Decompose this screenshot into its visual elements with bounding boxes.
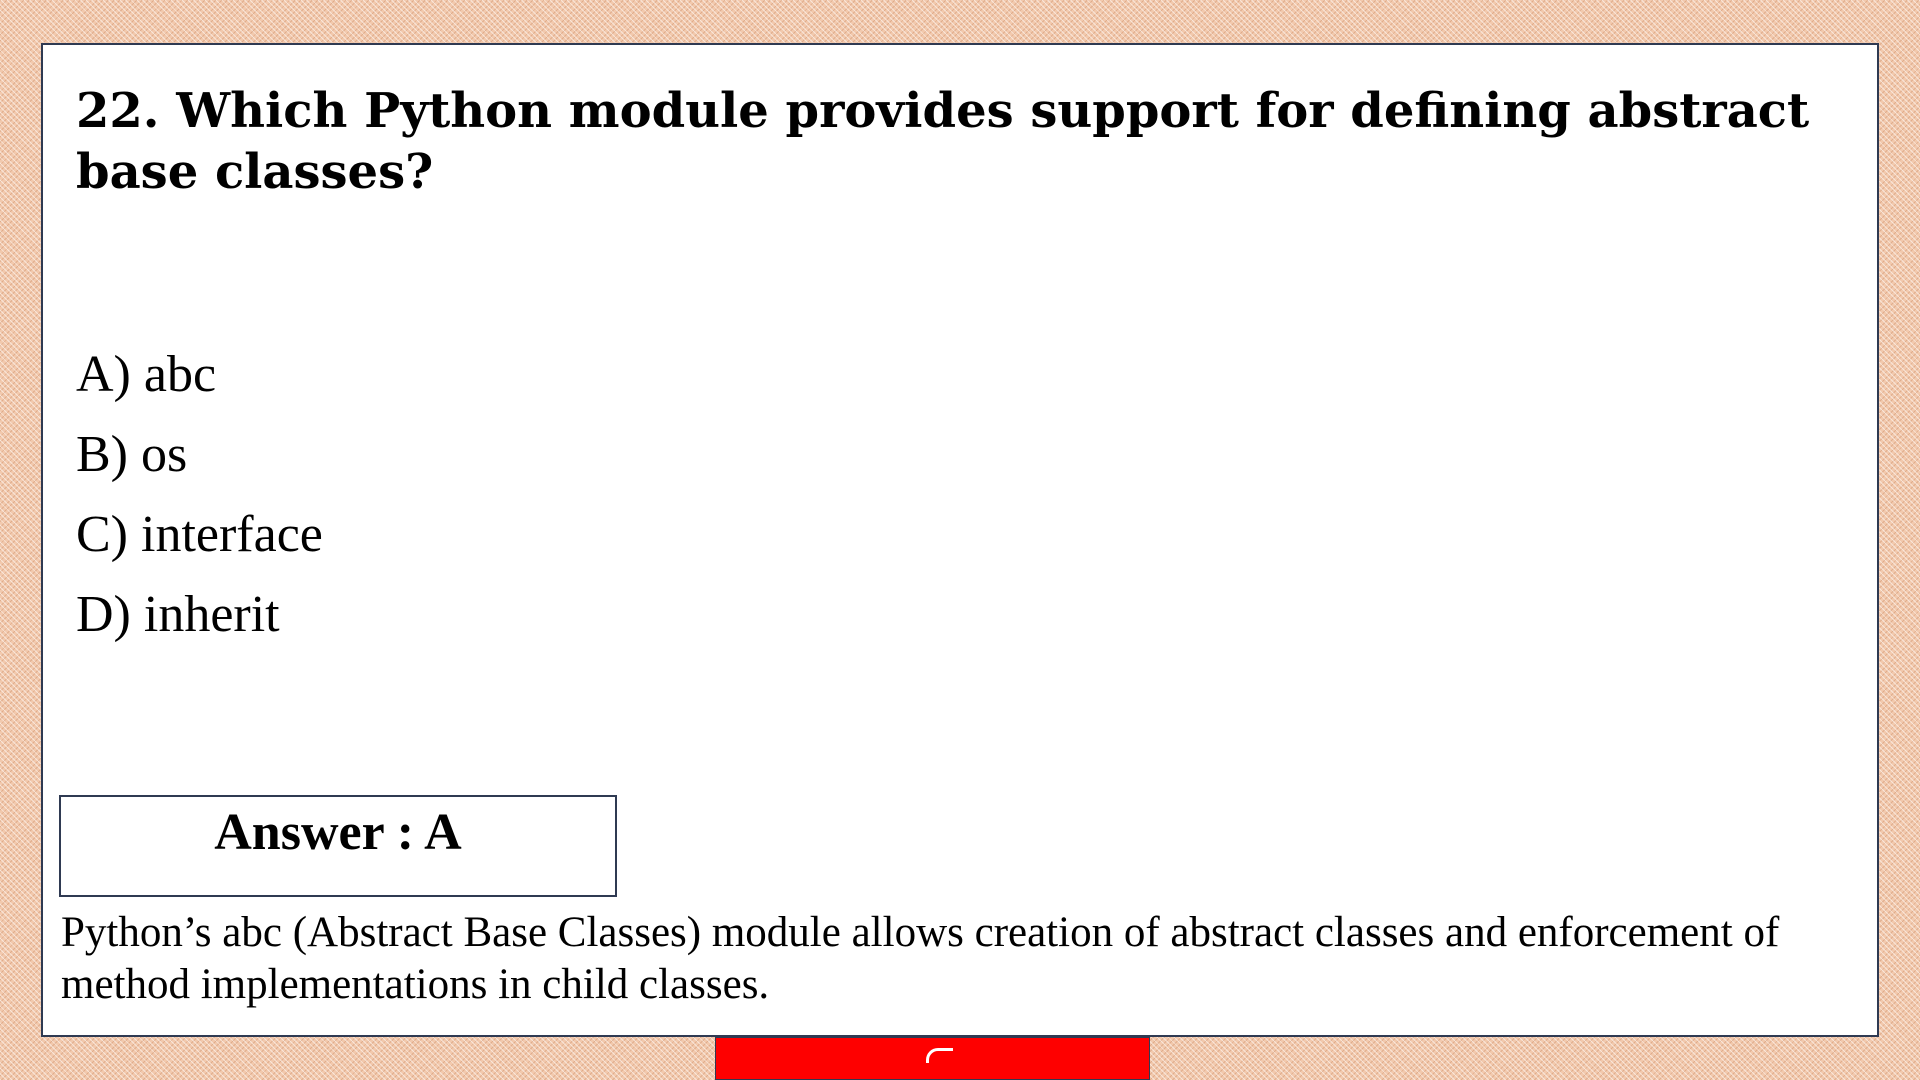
- answer-text: Answer : A: [214, 804, 462, 861]
- option-b: B) os: [76, 426, 188, 483]
- option-c: C) interface: [76, 506, 323, 563]
- answer-box: Answer : A: [59, 795, 617, 897]
- question-text: 22. Which Python module provides support…: [76, 83, 1810, 200]
- explanation-text: Python’s abc (Abstract Base Classes) mod…: [61, 909, 1780, 1008]
- options-list: A) abc B) os C) interface D) inherit: [76, 335, 323, 655]
- option-a: A) abc: [76, 346, 217, 403]
- quiz-slide: 22. Which Python module provides support…: [41, 43, 1879, 1037]
- banner-logo-icon: [926, 1048, 953, 1063]
- option-d: D) inherit: [76, 586, 280, 643]
- red-banner: [715, 1037, 1150, 1080]
